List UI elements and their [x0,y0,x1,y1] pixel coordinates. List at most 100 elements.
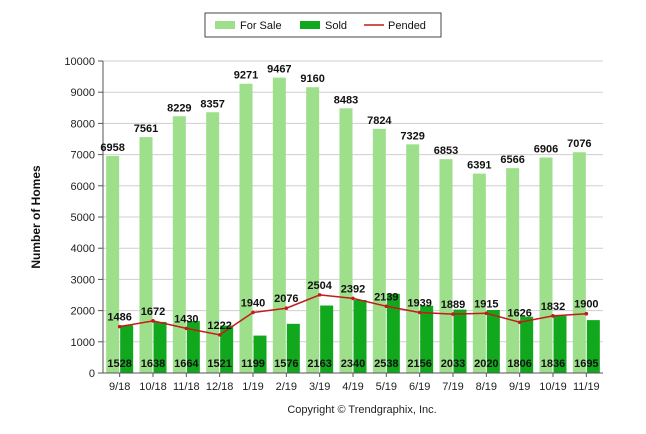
data-label-sold: 2538 [374,358,398,370]
bar-for-sale [472,173,486,373]
pended-point [217,333,222,337]
pended-point [317,293,322,297]
data-label-for-sale: 7561 [134,123,158,135]
data-label-for-sale: 7824 [367,115,392,127]
bar-for-sale [339,108,353,374]
data-label-pended: 1672 [141,306,165,318]
bar-sold [386,293,400,373]
x-tick-label: 8/19 [476,381,497,393]
bar-for-sale [439,159,453,373]
data-label-pended: 1626 [507,307,531,319]
data-label-pended: 1832 [541,301,565,313]
data-label-for-sale: 9271 [234,70,258,82]
data-label-for-sale: 6958 [100,142,124,154]
bar-sold [553,315,567,373]
data-label-for-sale: 6391 [467,160,491,172]
x-tick-label: 9/19 [509,381,530,393]
bar-sold [120,325,134,373]
y-tick-label: 7000 [71,150,95,162]
data-label-pended: 1915 [474,298,498,310]
bar-sold [420,305,434,373]
pended-point [484,311,489,316]
bar-for-sale [572,152,586,373]
x-tick-label: 3/19 [309,381,330,393]
data-label-sold: 2156 [407,358,431,370]
legend-swatch-sold [300,21,320,29]
y-tick-label: 3000 [71,274,95,286]
data-label-for-sale: 7076 [567,138,591,150]
data-label-sold: 1576 [274,358,298,370]
x-tick-label: 12/18 [206,381,234,393]
data-label-pended: 2076 [274,293,298,305]
data-label-pended: 1889 [441,299,465,311]
data-label-sold: 1695 [574,358,598,370]
bar-for-sale [539,157,553,373]
copyright-text: Copyright © Trendgraphix, Inc. [287,404,436,416]
data-label-layer: 6958 1528 7561 1638 8229 1664 8357 1521 9271 1199… [100,64,598,370]
data-label-pended: 2392 [341,283,365,295]
data-label-for-sale: 8483 [334,94,358,106]
y-tick-label: 2000 [71,306,95,318]
bar-for-sale [172,116,186,374]
data-label-for-sale: 6566 [500,154,524,166]
bar-for-sale [372,128,386,373]
y-tick-label: 5000 [71,212,95,224]
y-tick-label: 0 [89,368,95,380]
bar-sold [353,299,367,373]
data-label-sold: 2340 [341,358,365,370]
x-tick-label: 2/19 [276,381,297,393]
data-label-pended: 1430 [174,313,198,325]
data-label-for-sale: 7329 [400,130,424,142]
pended-point [251,310,255,315]
bar-sold [286,323,300,373]
pended-point [117,324,122,329]
axis-layer: 0 1000 2000 3000 4000 5000 6000 7000 8000 9000 100… [64,56,603,393]
bar-for-sale [506,168,520,373]
data-label-sold: 1836 [541,358,565,370]
y-tick-label: 4000 [71,243,95,255]
bar-for-sale [239,83,253,373]
bar-sold [453,309,467,373]
legend-label-pended: Pended [388,20,426,32]
grid-layer [103,60,603,343]
legend-label-for-sale: For Sale [240,20,282,32]
bar-for-sale [272,77,286,373]
data-label-sold: 1638 [141,358,165,370]
data-label-for-sale: 8357 [200,98,224,110]
pended-point [284,306,289,311]
bar-for-sale [206,112,220,373]
data-label-pended: 1486 [107,312,131,324]
bars-layer [106,77,600,374]
x-tick-label: 1/19 [242,381,263,393]
legend-label-sold: Sold [325,20,347,32]
y-tick-label: 6000 [71,181,95,193]
bar-for-sale [106,155,120,373]
data-label-pended: 1939 [407,298,431,310]
x-tick-label: 9/18 [109,381,130,393]
bar-sold [253,335,267,373]
x-tick-label: 6/19 [409,381,430,393]
bar-for-sale [406,144,420,373]
pended-point [551,314,555,318]
bar-sold [520,316,534,373]
data-label-pended: 1900 [574,299,598,311]
pended-point [384,304,389,309]
y-tick-label: 9000 [71,87,95,99]
x-tick-label: 4/19 [342,381,363,393]
pended-point [417,310,422,315]
pended-point [351,296,355,301]
legend-box [204,12,442,38]
data-label-sold: 1806 [507,358,531,370]
data-label-sold: 2020 [474,358,498,370]
y-tick-label: 1000 [71,337,95,349]
y-tick-label: 10000 [64,56,95,68]
data-label-pended: 2139 [374,291,398,303]
x-tick-label: 11/18 [173,381,200,393]
x-tick-label: 10/18 [139,381,167,393]
bar-sold [320,305,334,373]
data-label-sold: 2163 [307,358,331,370]
pended-point [451,312,455,316]
pended-point [517,320,522,325]
